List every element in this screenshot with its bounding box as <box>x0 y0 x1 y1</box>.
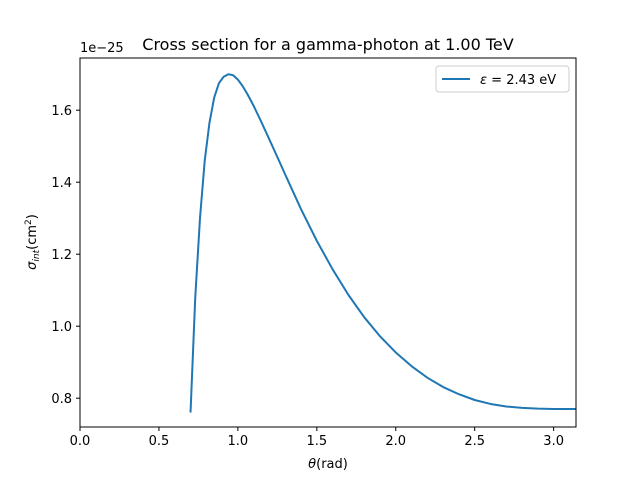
plot-frame <box>79 57 577 428</box>
y-tick-label: 1.2 <box>51 248 72 263</box>
x-tick-label: 2.5 <box>464 434 485 449</box>
y-offset-text: 1e−25 <box>80 41 124 56</box>
x-tick-label: 1.0 <box>228 434 249 449</box>
x-tick-label: 0.5 <box>149 434 170 449</box>
x-axis-label-symbol: θ <box>308 457 316 472</box>
y-axis-label: σint(cm2) <box>24 214 42 270</box>
series-line <box>189 73 576 413</box>
y-axis: 0.8 1.0 1.2 1.4 1.6 <box>51 104 80 407</box>
x-tick-label: 2.0 <box>385 434 406 449</box>
x-axis-label: θ(rad) <box>308 457 348 472</box>
legend-label-symbol: ε <box>480 73 487 88</box>
x-tick-label: 1.5 <box>306 434 327 449</box>
x-tick-label: 3.0 <box>543 434 564 449</box>
chart-title: Cross section for a gamma-photon at 1.00… <box>142 35 513 54</box>
y-axis-label-unit: (cm <box>25 225 40 250</box>
legend-label: ε = 2.43 eV <box>480 73 556 88</box>
x-axis: 0.0 0.5 1.0 1.5 2.0 2.5 3.0 <box>70 427 564 449</box>
y-axis-label-subscript: int <box>32 249 42 261</box>
y-axis-label-symbol: σ <box>25 261 40 270</box>
plot-area <box>189 73 576 413</box>
x-tick-label: 0.0 <box>70 434 91 449</box>
legend-box <box>435 65 570 93</box>
x-axis-label-unit: (rad) <box>316 457 348 472</box>
y-axis-label-superscript: 2 <box>24 219 34 225</box>
y-tick-label: 0.8 <box>51 392 72 407</box>
y-axis-label-close: ) <box>25 214 40 219</box>
legend: ε = 2.43 eV <box>435 65 570 93</box>
y-tick-label: 1.6 <box>51 104 72 119</box>
legend-label-value: = 2.43 eV <box>487 73 556 88</box>
y-tick-label: 1.0 <box>51 320 72 335</box>
y-tick-label: 1.4 <box>51 176 72 191</box>
